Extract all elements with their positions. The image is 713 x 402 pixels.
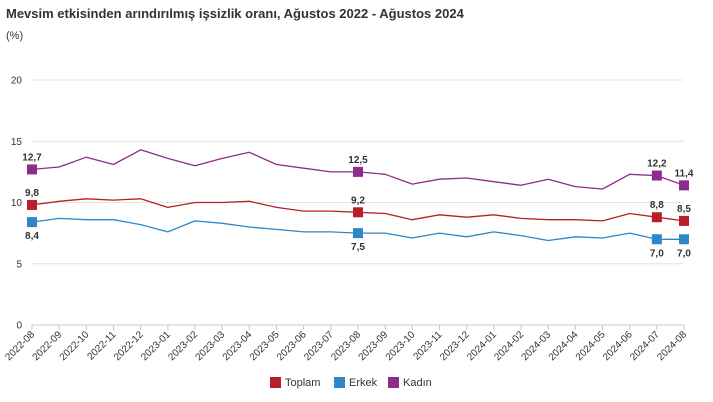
legend-swatch	[270, 377, 281, 388]
y-tick-label: 5	[16, 259, 22, 270]
data-point-marker	[679, 180, 689, 191]
x-tick-label: 2023-10	[384, 329, 418, 363]
data-point-marker	[651, 170, 662, 181]
legend-label: Kadın	[403, 377, 432, 389]
y-tick-label: 0	[16, 321, 22, 332]
y-tick-label: 20	[11, 76, 23, 87]
y-tick-label: 15	[11, 137, 23, 148]
y-tick-label: 10	[11, 198, 23, 209]
x-tick-label: 2022-10	[58, 329, 92, 363]
data-point-marker	[27, 217, 37, 228]
data-label: 7,0	[650, 248, 664, 259]
y-axis-unit: (%)	[6, 30, 24, 42]
chart-title: Mevsim etkisinden arındırılmış işsizlik …	[6, 6, 464, 21]
data-point-marker	[651, 234, 662, 245]
data-label: 8,8	[650, 200, 664, 211]
data-label: 8,4	[25, 231, 39, 242]
x-tick-label: 2024-08	[655, 329, 689, 363]
data-label: 11,4	[675, 168, 694, 179]
legend-swatch	[388, 377, 399, 388]
data-label: 7,5	[351, 242, 365, 253]
data-point-marker	[353, 207, 363, 218]
legend-label: Erkek	[349, 377, 378, 389]
data-point-marker	[27, 199, 37, 210]
data-point-marker	[27, 164, 37, 175]
data-label: 12,7	[22, 152, 42, 163]
data-point-marker	[679, 215, 689, 226]
data-point-marker	[353, 166, 363, 177]
data-label: 7,0	[677, 248, 691, 259]
data-label: 12,5	[348, 155, 368, 166]
data-label: 12,2	[647, 159, 667, 170]
data-point-marker	[679, 234, 689, 245]
data-label: 9,2	[351, 195, 365, 206]
legend-swatch	[334, 377, 345, 388]
data-label: 9,8	[25, 188, 39, 199]
data-point-marker	[651, 212, 662, 223]
data-label: 8,5	[677, 204, 691, 215]
data-point-marker	[353, 228, 363, 239]
legend-label: Toplam	[285, 377, 320, 389]
